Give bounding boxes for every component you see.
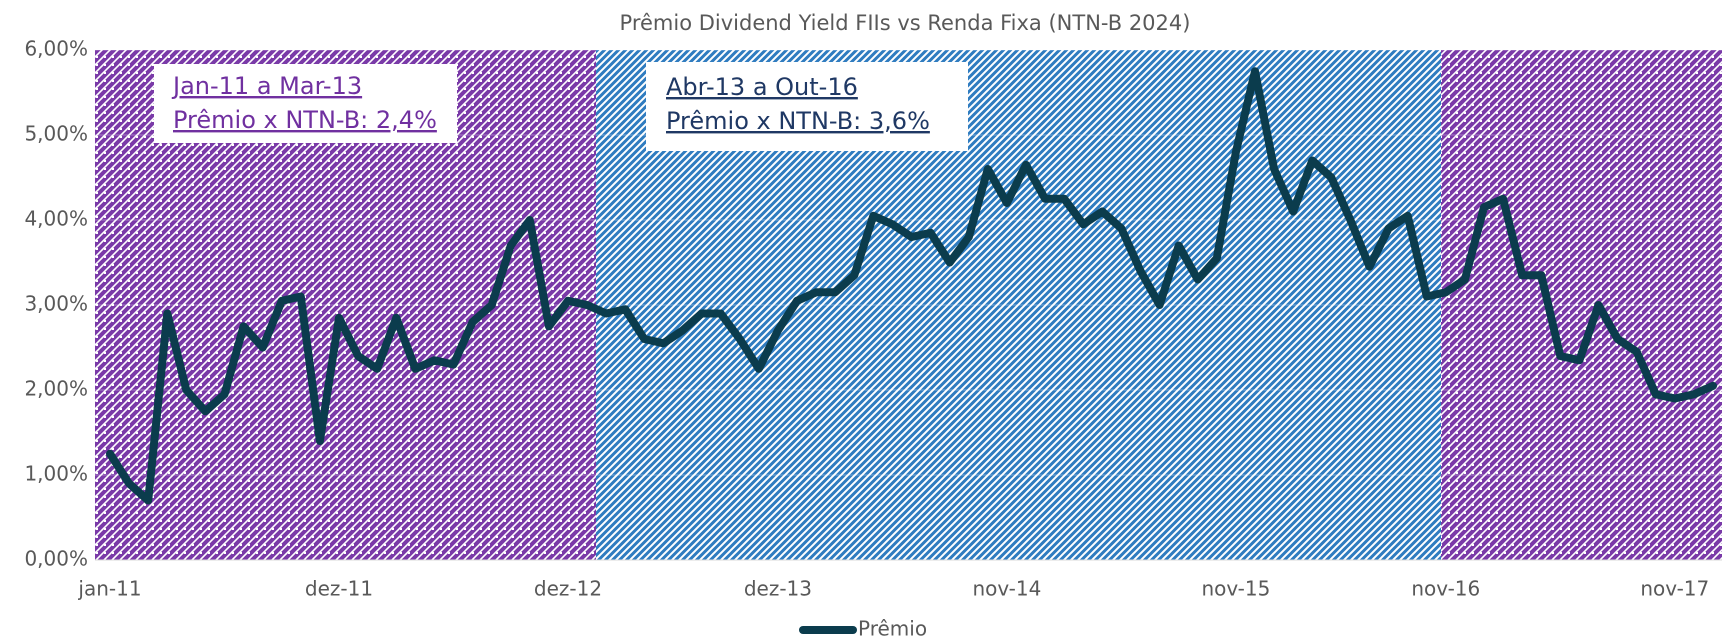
x-tick-label: dez-11	[305, 577, 373, 601]
y-tick-label: 6,00%	[24, 37, 88, 61]
region-3	[1441, 50, 1722, 560]
annotation-text: Abr-13 a Out-16	[666, 73, 858, 101]
x-tick-label: nov-17	[1640, 577, 1709, 601]
y-tick-label: 5,00%	[24, 122, 88, 146]
annotation-text: Prêmio x NTN-B: 3,6%	[666, 107, 930, 135]
annotation-text: Jan-11 a Mar-13	[171, 72, 362, 100]
y-tick-label: 2,00%	[24, 377, 88, 401]
y-tick-label: 3,00%	[24, 292, 88, 316]
x-tick-label: nov-14	[972, 577, 1041, 601]
legend-label: Prêmio	[858, 617, 927, 640]
chart-title: Prêmio Dividend Yield FIIs vs Renda Fixa…	[620, 11, 1191, 35]
x-tick-label: dez-13	[744, 577, 812, 601]
annotation-text: Prêmio x NTN-B: 2,4%	[173, 106, 437, 134]
x-tick-label: nov-16	[1411, 577, 1480, 601]
x-tick-label: nov-15	[1201, 577, 1270, 601]
annotation-box	[646, 62, 968, 151]
x-tick-label: jan-11	[77, 577, 141, 601]
y-tick-label: 4,00%	[24, 207, 88, 231]
y-tick-label: 1,00%	[24, 462, 88, 486]
y-tick-label: 0,00%	[24, 547, 88, 571]
line-series	[106, 67, 1717, 505]
x-tick-label: dez-12	[534, 577, 602, 601]
annotation-box	[154, 64, 457, 143]
